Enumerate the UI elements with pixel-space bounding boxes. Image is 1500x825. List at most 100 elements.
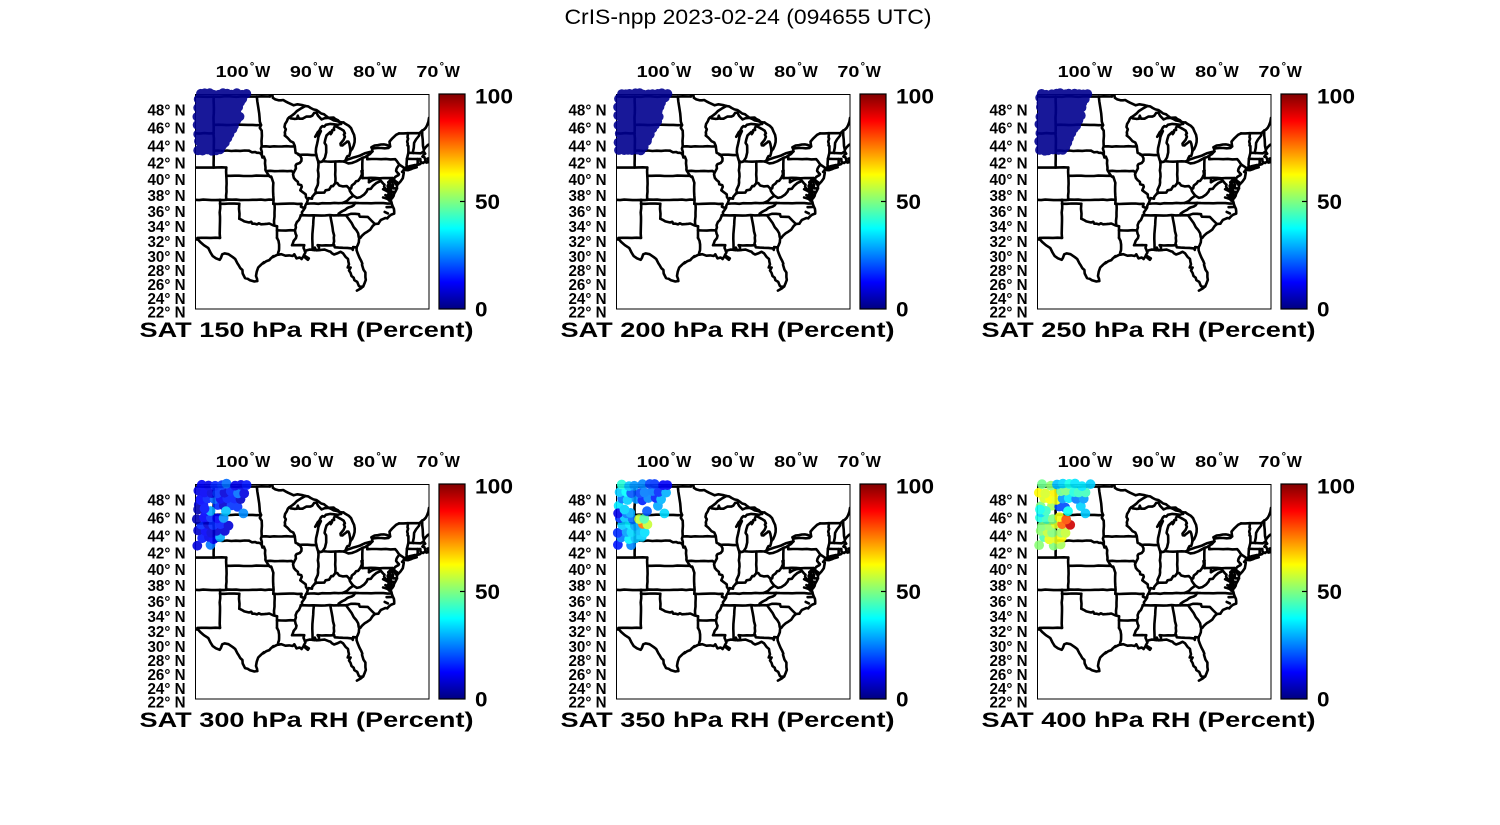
- svg-text:38° N: 38° N: [990, 188, 1028, 205]
- svg-text:90: 90: [290, 454, 312, 471]
- svg-text:100: 100: [216, 64, 249, 81]
- svg-text:90: 90: [1132, 64, 1154, 81]
- svg-text:36° N: 36° N: [569, 204, 607, 221]
- svg-text:W: W: [739, 64, 755, 81]
- svg-text:32° N: 32° N: [148, 234, 186, 251]
- svg-text:34° N: 34° N: [569, 609, 607, 626]
- svg-text:°: °: [440, 451, 444, 463]
- svg-text:50: 50: [475, 581, 500, 604]
- svg-text:44° N: 44° N: [148, 138, 186, 155]
- svg-text:W: W: [382, 64, 398, 81]
- svg-text:34° N: 34° N: [990, 609, 1028, 626]
- svg-text:42° N: 42° N: [569, 156, 607, 173]
- svg-text:W: W: [445, 64, 461, 81]
- svg-text:30° N: 30° N: [990, 639, 1028, 656]
- svg-text:70: 70: [1258, 64, 1280, 81]
- svg-text:48° N: 48° N: [990, 102, 1028, 119]
- svg-text:26° N: 26° N: [569, 277, 607, 294]
- svg-text:28° N: 28° N: [990, 653, 1028, 670]
- svg-text:24° N: 24° N: [990, 291, 1028, 308]
- svg-text:SAT 200 hPa RH (Percent): SAT 200 hPa RH (Percent): [561, 319, 895, 342]
- svg-text:°: °: [250, 451, 254, 463]
- svg-text:44° N: 44° N: [569, 528, 607, 545]
- svg-text:40° N: 40° N: [148, 562, 186, 579]
- svg-text:SAT 150 hPa RH (Percent): SAT 150 hPa RH (Percent): [140, 319, 474, 342]
- svg-text:90: 90: [711, 454, 733, 471]
- svg-text:0: 0: [475, 298, 488, 321]
- svg-text:26° N: 26° N: [148, 667, 186, 684]
- svg-text:28° N: 28° N: [990, 263, 1028, 280]
- svg-text:24° N: 24° N: [148, 291, 186, 308]
- svg-text:70: 70: [837, 64, 859, 81]
- svg-text:38° N: 38° N: [990, 578, 1028, 595]
- svg-text:44° N: 44° N: [569, 138, 607, 155]
- svg-text:SAT 350 hPa RH (Percent): SAT 350 hPa RH (Percent): [561, 709, 895, 732]
- svg-text:100: 100: [216, 454, 249, 471]
- svg-text:W: W: [676, 454, 692, 471]
- svg-text:W: W: [445, 454, 461, 471]
- svg-text:22° N: 22° N: [569, 305, 607, 322]
- svg-text:50: 50: [1317, 581, 1342, 604]
- svg-text:70: 70: [416, 64, 438, 81]
- svg-text:70: 70: [416, 454, 438, 471]
- svg-text:°: °: [1218, 61, 1222, 73]
- svg-text:22° N: 22° N: [990, 305, 1028, 322]
- svg-text:°: °: [1218, 451, 1222, 463]
- svg-text:38° N: 38° N: [148, 578, 186, 595]
- svg-text:46° N: 46° N: [148, 511, 186, 528]
- svg-text:44° N: 44° N: [148, 528, 186, 545]
- svg-text:28° N: 28° N: [569, 653, 607, 670]
- svg-text:W: W: [318, 454, 334, 471]
- svg-text:W: W: [1224, 64, 1240, 81]
- svg-text:22° N: 22° N: [148, 695, 186, 712]
- svg-text:42° N: 42° N: [569, 546, 607, 563]
- svg-text:100: 100: [896, 476, 934, 499]
- svg-text:48° N: 48° N: [148, 102, 186, 119]
- svg-text:W: W: [1224, 454, 1240, 471]
- svg-text:34° N: 34° N: [148, 219, 186, 236]
- svg-text:W: W: [803, 64, 819, 81]
- svg-text:W: W: [866, 454, 882, 471]
- svg-text:W: W: [1097, 64, 1113, 81]
- svg-text:°: °: [376, 61, 380, 73]
- svg-text:°: °: [440, 61, 444, 73]
- svg-text:30° N: 30° N: [990, 249, 1028, 266]
- svg-text:W: W: [676, 64, 692, 81]
- svg-text:80: 80: [774, 64, 796, 81]
- svg-text:°: °: [1092, 61, 1096, 73]
- svg-text:42° N: 42° N: [148, 546, 186, 563]
- svg-text:48° N: 48° N: [148, 492, 186, 509]
- svg-text:100: 100: [637, 454, 670, 471]
- svg-text:100: 100: [1058, 454, 1091, 471]
- svg-text:SAT 400 hPa RH (Percent): SAT 400 hPa RH (Percent): [982, 709, 1316, 732]
- svg-text:28° N: 28° N: [148, 263, 186, 280]
- svg-text:°: °: [861, 61, 865, 73]
- svg-text:50: 50: [475, 191, 500, 214]
- svg-text:36° N: 36° N: [990, 204, 1028, 221]
- svg-text:32° N: 32° N: [569, 624, 607, 641]
- svg-text:100: 100: [475, 476, 513, 499]
- svg-text:34° N: 34° N: [569, 219, 607, 236]
- svg-text:SAT 300 hPa RH (Percent): SAT 300 hPa RH (Percent): [140, 709, 474, 732]
- svg-text:34° N: 34° N: [990, 219, 1028, 236]
- svg-text:46° N: 46° N: [990, 121, 1028, 138]
- svg-text:36° N: 36° N: [990, 594, 1028, 611]
- svg-text:36° N: 36° N: [148, 204, 186, 221]
- svg-text:38° N: 38° N: [569, 578, 607, 595]
- svg-text:42° N: 42° N: [990, 156, 1028, 173]
- svg-text:28° N: 28° N: [148, 653, 186, 670]
- svg-text:°: °: [376, 451, 380, 463]
- svg-text:38° N: 38° N: [569, 188, 607, 205]
- svg-text:0: 0: [896, 298, 909, 321]
- svg-text:0: 0: [1317, 688, 1330, 711]
- svg-text:38° N: 38° N: [148, 188, 186, 205]
- svg-text:26° N: 26° N: [148, 277, 186, 294]
- svg-text:40° N: 40° N: [990, 172, 1028, 189]
- svg-text:90: 90: [711, 64, 733, 81]
- svg-text:22° N: 22° N: [990, 695, 1028, 712]
- svg-text:24° N: 24° N: [148, 681, 186, 698]
- svg-text:0: 0: [1317, 298, 1330, 321]
- svg-text:W: W: [803, 454, 819, 471]
- svg-text:42° N: 42° N: [990, 546, 1028, 563]
- svg-text:32° N: 32° N: [990, 234, 1028, 251]
